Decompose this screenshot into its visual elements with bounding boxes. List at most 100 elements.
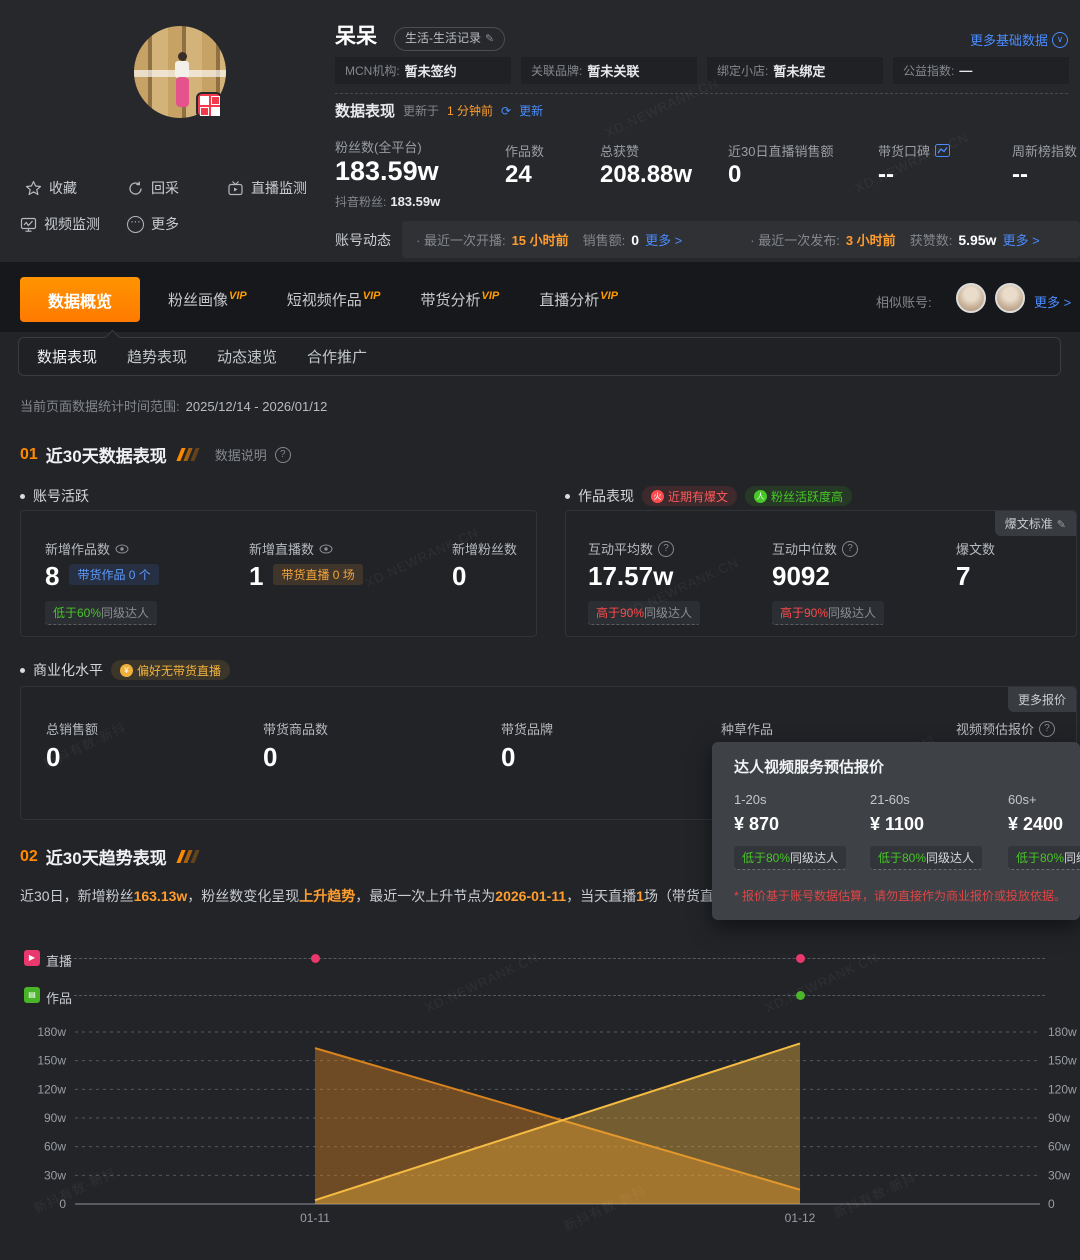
summary-text: ，粉丝数变化呈现 — [187, 888, 300, 904]
data-perf-title: 数据表现 — [335, 103, 396, 120]
bullet-dot — [20, 667, 25, 673]
activity-more-live-link[interactable]: 更多 > — [645, 233, 683, 248]
hot-standard-badge[interactable]: 爆文标准 ✎ — [994, 511, 1076, 536]
info-label: 关联品牌: — [531, 64, 583, 78]
tab-commerce-analysis[interactable]: 带货分析VIP — [421, 289, 500, 310]
category-tag[interactable]: 生活-生活记录 ✎ — [394, 27, 506, 51]
compare-rest: 同级达人 — [926, 851, 975, 865]
section1-title: 近30天数据表现 — [45, 447, 167, 466]
no-commerce-live-label: 偏好无带货直播 — [137, 663, 222, 678]
video-quote-label: 视频预估报价 — [956, 722, 1035, 737]
question-circle-icon[interactable]: ? — [842, 540, 859, 557]
svg-text:150w: 150w — [37, 1054, 66, 1068]
event-dot[interactable] — [796, 991, 805, 1000]
edit-pencil-icon[interactable]: ✎ — [485, 33, 495, 45]
similar-avatar[interactable] — [956, 283, 986, 313]
likes-value: 5.95w — [958, 231, 997, 248]
total-sales-value: 0 — [46, 742, 61, 772]
refresh-button[interactable]: 更新 — [519, 104, 544, 118]
info-box-charity: 公益指数: — — [893, 57, 1069, 84]
avatar-photo-detail — [175, 61, 189, 78]
tab-short-video[interactable]: 短视频作品VIP — [287, 289, 381, 310]
more-actions-button[interactable]: ⋯ 更多 — [127, 214, 179, 234]
stat-rank-label: 周新榜指数 — [1012, 144, 1078, 159]
compare-pct: 低于80% — [878, 851, 927, 865]
hot-works-badge: 火近期有爆文 — [642, 486, 738, 506]
svg-text:01-12: 01-12 — [785, 1211, 816, 1225]
compare-rest: 同级达人 — [1064, 851, 1080, 865]
last-publish-value: 3 小时前 — [845, 233, 896, 248]
works-row-line — [74, 995, 1045, 996]
person-icon: 人 — [754, 489, 768, 503]
eye-icon[interactable] — [319, 544, 333, 554]
stat-live-sales-label: 近30日直播销售额 — [728, 144, 834, 159]
section2-title: 近30天趋势表现 — [45, 849, 167, 868]
chart-line-icon[interactable] — [935, 144, 951, 157]
account-info-boxes: MCN机构: 暂未签约 关联品牌: 暂未关联 绑定小店: 暂未绑定 公益指数: — — [335, 57, 1069, 84]
favorite-label: 收藏 — [49, 180, 77, 196]
flame-icon: 火 — [651, 489, 664, 503]
live-legend-icon: ▶ — [24, 950, 40, 966]
info-value: — — [959, 63, 973, 78]
account-active-card: 新增作品数 8 带货作品 0 个 低于60%同级达人 新增直播数 1 带货直播 … — [20, 510, 537, 637]
seeding-works-label: 种草作品 — [721, 722, 774, 737]
douyin-qr-badge-icon — [196, 92, 222, 118]
svg-text:90w: 90w — [1048, 1111, 1070, 1125]
event-dot[interactable] — [796, 954, 805, 963]
quote-price: ¥ 1100 — [870, 814, 925, 834]
quote-duration: 1-20s — [734, 792, 767, 807]
subtab-data-perf[interactable]: 数据表现 — [37, 349, 98, 366]
similar-avatar[interactable] — [995, 283, 1025, 313]
date-range-row: 当前页面数据统计时间范围: 2025/12/14 - 2026/01/12 — [20, 396, 327, 415]
activity-more-publish-link[interactable]: 更多 > — [1002, 233, 1040, 248]
compare-pct: 低于80% — [1016, 851, 1065, 865]
stat-rank-value: -- — [1012, 161, 1028, 188]
quote-disclaimer: * 报价基于账号数据估算，请勿直接作为商业报价或投放依据。 — [734, 889, 1067, 903]
new-works-label: 新增作品数 — [45, 542, 111, 557]
info-label: 公益指数: — [903, 64, 955, 78]
fans-total-value: 183.59w — [335, 156, 439, 186]
live-monitor-button[interactable]: 直播监测 — [227, 178, 307, 198]
refresh-icon[interactable]: ⟳ — [501, 103, 512, 118]
stat-live-sales-value: 0 — [728, 161, 742, 188]
edit-pencil-icon[interactable]: ✎ — [1056, 519, 1066, 531]
eye-icon[interactable] — [115, 544, 129, 554]
summary-highlight: 1 — [636, 888, 644, 904]
svg-text:0: 0 — [1048, 1197, 1055, 1211]
event-dot[interactable] — [311, 954, 320, 963]
svg-text:30w: 30w — [1048, 1168, 1070, 1182]
tab-data-overview[interactable]: 数据概览 — [20, 277, 140, 322]
compare-chip: 高于90%同级达人 — [588, 601, 701, 625]
svg-text:60w: 60w — [1048, 1140, 1070, 1154]
favorite-button[interactable]: 收藏 — [25, 178, 77, 198]
compare-rest: 同级达人 — [828, 606, 877, 620]
tab-label: 直播分析 — [539, 292, 600, 309]
subtab-cooperation[interactable]: 合作推广 — [307, 349, 368, 366]
more-basic-data-link[interactable]: 更多基础数据 ∨ — [970, 30, 1068, 49]
question-circle-icon[interactable]: ? — [1039, 720, 1056, 737]
commerce-brands-value: 0 — [501, 742, 516, 772]
svg-text:90w: 90w — [44, 1111, 66, 1125]
similar-more-link[interactable]: 更多 > — [1034, 295, 1072, 310]
quote-price: ¥ 870 — [734, 814, 780, 834]
tab-fans-portrait[interactable]: 粉丝画像VIP — [168, 289, 247, 310]
stat-reputation-value: -- — [878, 161, 894, 188]
summary-highlight: 163.13w — [133, 888, 188, 904]
compare-chip: 低于60%同级达人 — [45, 601, 158, 625]
compare-rest: 同级达人 — [644, 606, 693, 620]
subtab-dynamics[interactable]: 动态速览 — [217, 349, 278, 366]
quote-price: ¥ 2400 — [1008, 814, 1064, 834]
more-quotes-badge[interactable]: 更多报价 — [1007, 687, 1076, 712]
recollect-button[interactable]: 回采 — [127, 178, 179, 198]
question-circle-icon[interactable]: ? — [658, 540, 675, 557]
video-monitor-button[interactable]: 视频监测 — [20, 214, 100, 234]
avatar-photo-detail — [178, 52, 187, 61]
subtab-trend[interactable]: 趋势表现 — [127, 349, 188, 366]
vip-badge: VIP — [362, 290, 381, 302]
commerce-lives-badge: 带货直播 0 场 — [273, 564, 363, 585]
live-monitor-label: 直播监测 — [251, 180, 307, 196]
tab-live-analysis[interactable]: 直播分析VIP — [539, 289, 618, 310]
bullet-dot — [20, 493, 25, 499]
hot-works-badge-label: 近期有爆文 — [668, 489, 729, 504]
info-circle-icon[interactable]: ? — [274, 446, 291, 463]
